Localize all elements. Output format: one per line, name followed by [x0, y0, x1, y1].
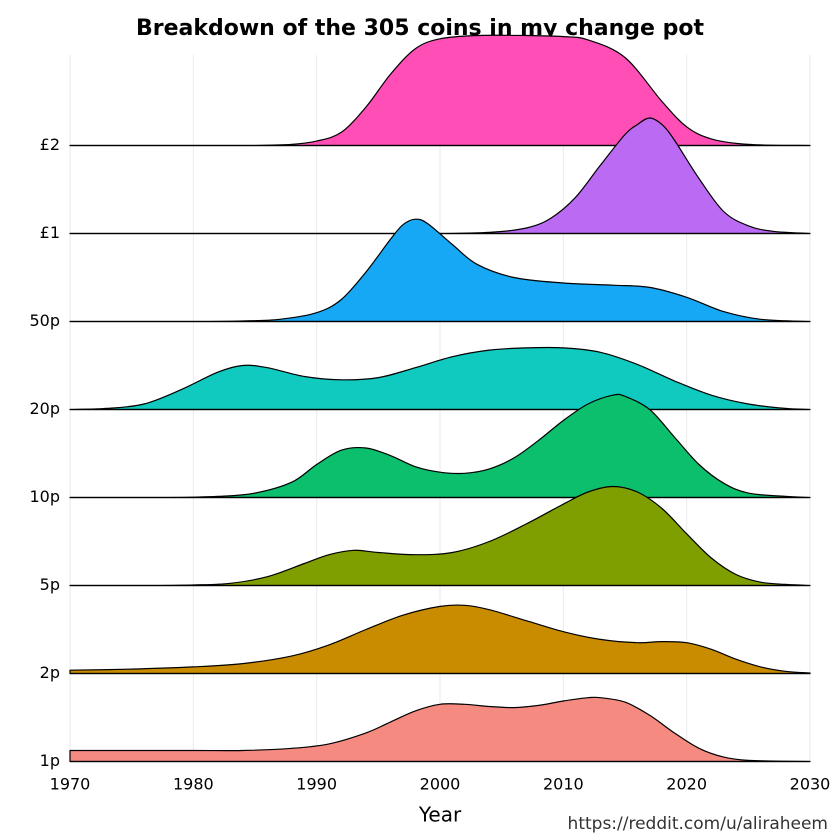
ridge-10p: 10p	[29, 394, 810, 506]
y-tick-label: 2p	[40, 663, 60, 682]
ridge-50p: 50p	[29, 219, 810, 330]
x-tick-label: 2000	[420, 775, 461, 794]
y-tick-label: 1p	[40, 751, 60, 770]
y-tick-label: 50p	[29, 311, 60, 330]
ridge-20p: 20p	[29, 347, 810, 418]
x-tick-label: 1970	[50, 775, 91, 794]
x-axis-label: Year	[418, 803, 462, 827]
ridge-£2: £2	[40, 35, 810, 154]
credit-link: https://reddit.com/u/aliraheem	[568, 814, 828, 834]
ridge-5p: 5p	[40, 487, 810, 595]
ridge-1p: 1p	[40, 697, 810, 770]
figure: Breakdown of the 305 coins in my change …	[0, 0, 840, 840]
ridgeline-plot: £2£150p20p10p5p2p1p197019801990200020102…	[70, 55, 810, 785]
y-tick-label: £2	[40, 135, 60, 154]
x-tick-label: 1980	[173, 775, 214, 794]
x-tick-label: 2020	[666, 775, 707, 794]
y-tick-label: 10p	[29, 487, 60, 506]
x-tick-label: 2030	[790, 775, 831, 794]
x-tick-label: 2010	[543, 775, 584, 794]
y-tick-label: 5p	[40, 575, 60, 594]
y-tick-label: £1	[40, 223, 60, 242]
ridge-2p: 2p	[40, 605, 810, 682]
y-tick-label: 20p	[29, 399, 60, 418]
x-tick-label: 1990	[296, 775, 337, 794]
chart-title: Breakdown of the 305 coins in my change …	[0, 16, 840, 41]
